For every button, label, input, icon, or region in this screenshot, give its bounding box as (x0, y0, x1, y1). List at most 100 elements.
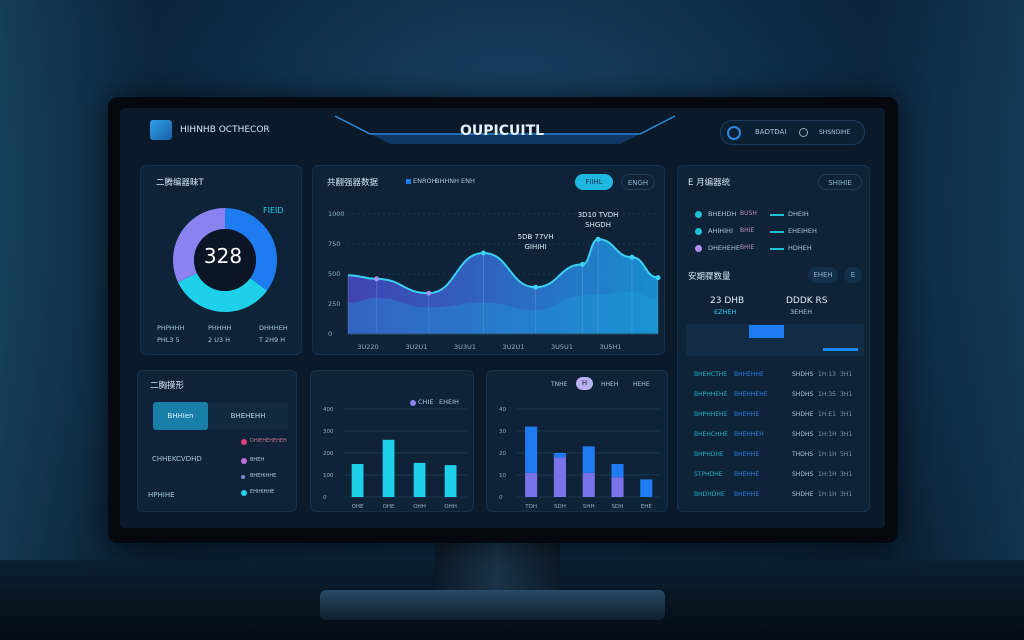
legend-label: DHHHEH (259, 324, 288, 332)
legend-item: ENH (461, 177, 475, 185)
bar-segment-purple (553, 457, 566, 497)
table-cell: THDHS (792, 451, 814, 458)
panel-title: E 月编器统 (688, 178, 731, 188)
table-cell: 1H:1H (818, 491, 837, 498)
legend-name: DHEHEHE (708, 244, 740, 252)
bar-segment-purple (525, 472, 538, 497)
table-row[interactable]: BHPHHEHE BHEHHEHE SHDHS 1H:35 3H1 (678, 388, 871, 404)
bar-segment-blue (640, 479, 653, 497)
x-tick-label: 3U3U1 (454, 343, 476, 351)
row-item: BHEH (250, 457, 265, 463)
data-point (579, 261, 585, 267)
legend-name: AHIHIHI (708, 227, 733, 235)
donut-chart (173, 208, 277, 312)
row-item: DHIEHEHEHEH (250, 438, 287, 444)
legend-tag: BHIE (740, 227, 755, 234)
table-cell: 1H:1H (818, 431, 837, 438)
table-cell: BHEHHEH (734, 431, 764, 438)
y-tick-label: 400 (323, 407, 334, 413)
chart-tab[interactable]: TNHE (551, 381, 568, 388)
table-row[interactable]: BHPHDHE BHEHHE THDHS 1H:1H 5H1 (678, 448, 871, 464)
user-label: BADTDAI (755, 128, 787, 136)
row-label: CHHEKCVDHD (152, 455, 202, 463)
timeline-track (686, 324, 864, 356)
legend-tag: BUSH (740, 210, 757, 217)
bar (351, 464, 364, 497)
x-tick-label: 3U5H1 (599, 343, 621, 351)
tab-active[interactable]: BHHIen (153, 402, 208, 430)
table-cell: SHDHS (792, 391, 814, 398)
sub-button-2[interactable]: E (844, 267, 862, 283)
center-tab[interactable]: OUPICUITL (460, 123, 545, 139)
legend-line (770, 248, 784, 250)
legend-swatch (406, 179, 411, 184)
table-cell: 3H1 (840, 431, 853, 438)
legend-value: EHEIHEH (788, 227, 817, 235)
x-tick-label: 3U2U1 (503, 343, 525, 351)
sub-button[interactable]: EHEH (808, 267, 838, 283)
filter-button[interactable]: ENGH (621, 174, 655, 190)
metric-sub: EZHEH (714, 308, 737, 316)
table-row[interactable]: BHPHHEHE BHEHHE SHDHE 1H:E1 3H1 (678, 408, 871, 424)
bar-segment-blue (525, 426, 538, 473)
tab[interactable]: BHEHEHH (208, 402, 288, 430)
table-cell: 5H1 (840, 451, 853, 458)
avatar[interactable] (727, 126, 741, 140)
legend-item: CHIE (418, 398, 434, 406)
chart-tab-active[interactable]: H (576, 377, 593, 390)
legend-dot (410, 400, 416, 406)
right-panel: E 月编器统 SHIHIE BHEHDH BUSH DHEIH AHIHIHI … (677, 165, 870, 512)
data-point (480, 250, 486, 256)
table-cell: BHPHHEHE (694, 391, 728, 398)
area-series-0 (348, 239, 658, 334)
table-cell: BHEHHEHE (734, 391, 768, 398)
y-tick-label: 0 (323, 495, 327, 501)
x-tick-label: EHE (641, 504, 653, 510)
table-cell: 3H1 (840, 371, 853, 378)
table-row[interactable]: BHEHCHHE BHEHHEH SHDHS 1H:1H 3H1 (678, 428, 871, 444)
user-pill[interactable]: BADTDAI SHSNDIHE (720, 120, 865, 145)
table-row[interactable]: STPHDHE BHEHHE SHDHS 1H:1H 3H1 (678, 468, 871, 484)
table-cell: BHDHDHE (694, 491, 725, 498)
legend-label: PHHHH (208, 324, 232, 332)
legend-dot (695, 228, 702, 235)
chart-tab[interactable]: HHEH (601, 381, 619, 388)
legend-dot (695, 211, 702, 218)
status-dot (241, 439, 247, 445)
monitor-neck (435, 542, 560, 594)
legend-value: HDHEH (788, 244, 812, 252)
right-panel-button[interactable]: SHIHIE (818, 174, 862, 190)
table-cell: 1H:13 (818, 371, 836, 378)
data-point (533, 284, 539, 290)
legend-name: BHEHDH (708, 210, 737, 218)
y-tick-label: 1000 (328, 210, 345, 218)
y-tick-label: 10 (499, 473, 506, 479)
legend-label: PHPHHH (157, 324, 185, 332)
bar-chart: 400 300 200 100 0 OHE OHE OHH OHH (323, 407, 467, 510)
timeline-bar[interactable] (749, 325, 784, 338)
timeline-bar[interactable] (823, 348, 858, 351)
table-cell: SHDHE (792, 411, 814, 418)
filter-button-active[interactable]: FIIHL (575, 174, 613, 190)
donut-total: 328 (203, 244, 243, 268)
chart-tab[interactable]: HEHE (633, 381, 650, 388)
x-tick-label: OHH (444, 504, 457, 510)
sub-title: 安期骤数量 (688, 272, 731, 282)
table-cell: SHDHS (792, 471, 814, 478)
table-cell: BHEHCTHE (694, 371, 728, 378)
y-tick-label: 30 (499, 429, 506, 435)
table-row[interactable]: BHDHDHE BHEHHE SHDHE 1H:1H 3H1 (678, 488, 871, 504)
x-tick-label: OHH (413, 504, 426, 510)
table-row[interactable]: BHEHCTHE BHHEHHE SHDHS 1H:13 3H1 (678, 368, 871, 384)
stacked-bar-panel: TNHE H HHEH HEHE 40 30 20 10 0 TDH SDH SHH SDH EH… (486, 370, 668, 512)
row-item: BHEHIHHE (250, 473, 277, 479)
stacked-bar-chart: 40 30 20 10 0 TDH SDH SHH SDH EHE (499, 407, 661, 510)
metric-value: 23 DHB (710, 296, 745, 306)
table-cell: BHPHHEHE (694, 411, 728, 418)
donut-segment-cyan (177, 273, 268, 312)
data-point (655, 275, 661, 281)
app-title: HIHNHB OCTHECOR (180, 125, 270, 135)
y-tick-label: 0 (499, 495, 503, 501)
area-series-1 (348, 292, 658, 334)
table-cell: BHEHCHHE (694, 431, 728, 438)
